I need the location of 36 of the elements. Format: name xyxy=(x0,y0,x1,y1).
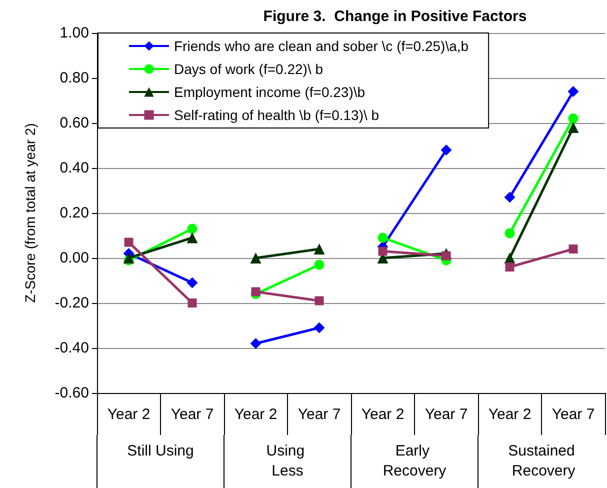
point xyxy=(568,122,579,133)
legend-label: Friends who are clean and sober \c (f=0.25)\a,b xyxy=(174,38,469,54)
y-tick-label: -0.40 xyxy=(54,340,89,356)
y-tick-label: 0.00 xyxy=(60,250,89,266)
x-tick-label: Year 7 xyxy=(298,406,341,423)
y-tick-label: -0.60 xyxy=(54,384,89,402)
text: Early Recovery xyxy=(382,442,447,480)
y-tick-label: 1.00 xyxy=(60,24,89,42)
x-tick-label: Year 7 xyxy=(170,406,214,423)
y-tick-label: 0.80 xyxy=(60,70,89,86)
y-axis-title: Z-Score (from total at year 2) xyxy=(22,123,38,303)
legend-label: Employment income (f=0.23)\b xyxy=(174,84,366,100)
x-tick-label: Year 2 xyxy=(234,406,278,423)
x-tick-label: Year 7 xyxy=(424,406,468,423)
y-tick-label: 0.20 xyxy=(60,204,89,222)
x-tick-label: Year 7 xyxy=(552,406,595,423)
point xyxy=(504,228,515,238)
point xyxy=(186,232,198,244)
text: Using Less xyxy=(266,442,309,480)
x-tick-label: Year 2 xyxy=(107,406,150,423)
point xyxy=(124,238,134,247)
point xyxy=(187,224,198,234)
point xyxy=(568,114,578,124)
y-tick-label: 0.60 xyxy=(60,114,89,132)
chart-title: Figure 3. Change in Positive Factors xyxy=(263,8,527,25)
legend-label: Self-rating of health \b (f=0.13)\ b xyxy=(174,107,380,123)
text: Still Using xyxy=(127,442,194,460)
point xyxy=(568,86,579,97)
y-tick-label: -0.20 xyxy=(54,294,89,312)
legend-label: Days of work (f=0.22)\ b xyxy=(174,61,324,77)
x-tick-label: Year 2 xyxy=(361,406,404,423)
x-tick-label: Year 2 xyxy=(488,406,532,423)
point xyxy=(504,192,516,203)
point xyxy=(188,298,197,308)
y-tick-label: 0.40 xyxy=(60,160,89,176)
text: Sustained Recovery xyxy=(508,442,576,480)
